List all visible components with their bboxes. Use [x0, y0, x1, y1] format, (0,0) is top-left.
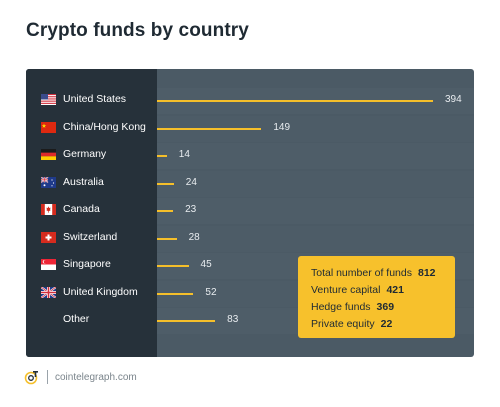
- summary-value: 812: [417, 267, 436, 279]
- au-flag-icon: [41, 176, 56, 188]
- summary-row-hedge: Hedge funds 369: [311, 301, 394, 313]
- cointelegraph-logo-icon: [24, 369, 40, 385]
- chart-row: Canada 23: [26, 197, 474, 224]
- bar: [157, 237, 177, 240]
- category-label: Canada: [63, 203, 100, 215]
- chart-row: United States 394: [26, 87, 474, 114]
- chart-panel: United States 394 China/Hong Kong 149 German…: [26, 69, 474, 357]
- cn-flag-icon: [41, 121, 56, 133]
- category-label: Australia: [63, 175, 104, 188]
- summary-value: 421: [386, 284, 404, 296]
- summary-label: Total number of funds: [311, 267, 412, 279]
- category-label: Switzerland: [63, 230, 118, 243]
- data-label: 24: [185, 176, 197, 188]
- bar: [157, 292, 194, 295]
- de-flag-icon: [41, 149, 56, 160]
- category-label: Germany: [63, 148, 107, 160]
- gb-flag-icon: [41, 286, 56, 298]
- chart-title: Crypto funds by country: [26, 20, 249, 41]
- data-label: 45: [200, 259, 212, 270]
- bar: [157, 182, 174, 185]
- bar: [157, 320, 216, 322]
- category-label: China/Hong Kong: [63, 120, 146, 133]
- data-label: 149: [273, 121, 291, 133]
- sg-flag-icon: [41, 259, 56, 270]
- chart-row: Singapore 45: [26, 252, 474, 279]
- category-label: United Kingdom: [63, 285, 138, 298]
- footer-divider: [47, 370, 48, 384]
- category-label: Other: [63, 313, 90, 325]
- summary-label: Venture capital: [311, 284, 381, 296]
- site-url[interactable]: cointelegraph.com: [55, 371, 137, 383]
- category-label: Singapore: [63, 258, 111, 270]
- row-band: [157, 170, 474, 197]
- summary-value: 369: [376, 301, 395, 313]
- data-label: 52: [205, 286, 217, 298]
- chart-row: Germany 14: [26, 142, 474, 169]
- summary-row-private-equity: Private equity 22: [311, 318, 392, 330]
- data-label: 394: [445, 94, 462, 105]
- row-band: [157, 143, 474, 169]
- chart-row: Switzerland 28: [26, 225, 474, 252]
- data-label: 83: [227, 314, 239, 325]
- chart-row: China/Hong Kong 149: [26, 115, 474, 142]
- summary-label: Hedge funds: [311, 301, 371, 313]
- bar: [157, 100, 433, 102]
- ch-flag-icon: [41, 231, 56, 243]
- data-label: 23: [185, 204, 197, 215]
- row-band: [157, 198, 474, 224]
- chart-row: United Kingdom 52: [26, 280, 474, 307]
- row-band: [157, 225, 474, 252]
- bar: [157, 210, 174, 212]
- summary-label: Private equity: [311, 318, 375, 330]
- data-label: 28: [188, 231, 200, 243]
- bar: [157, 127, 262, 130]
- chart-row: Other 83: [26, 307, 474, 334]
- summary-value: 22: [380, 318, 393, 330]
- ca-flag-icon: [41, 204, 56, 215]
- us-flag-icon: [41, 94, 56, 105]
- chart-row: Australia 24: [26, 170, 474, 197]
- category-label: United States: [63, 93, 127, 105]
- summary-row-total: Total number of funds 812: [311, 267, 436, 279]
- summary-box: Total number of funds 812 Venture capital…: [298, 256, 455, 338]
- bar: [157, 155, 167, 157]
- summary-row-venture: Venture capital 421: [311, 284, 404, 296]
- bar: [157, 265, 189, 267]
- footer: cointelegraph.com: [24, 368, 137, 386]
- data-label: 14: [178, 149, 190, 160]
